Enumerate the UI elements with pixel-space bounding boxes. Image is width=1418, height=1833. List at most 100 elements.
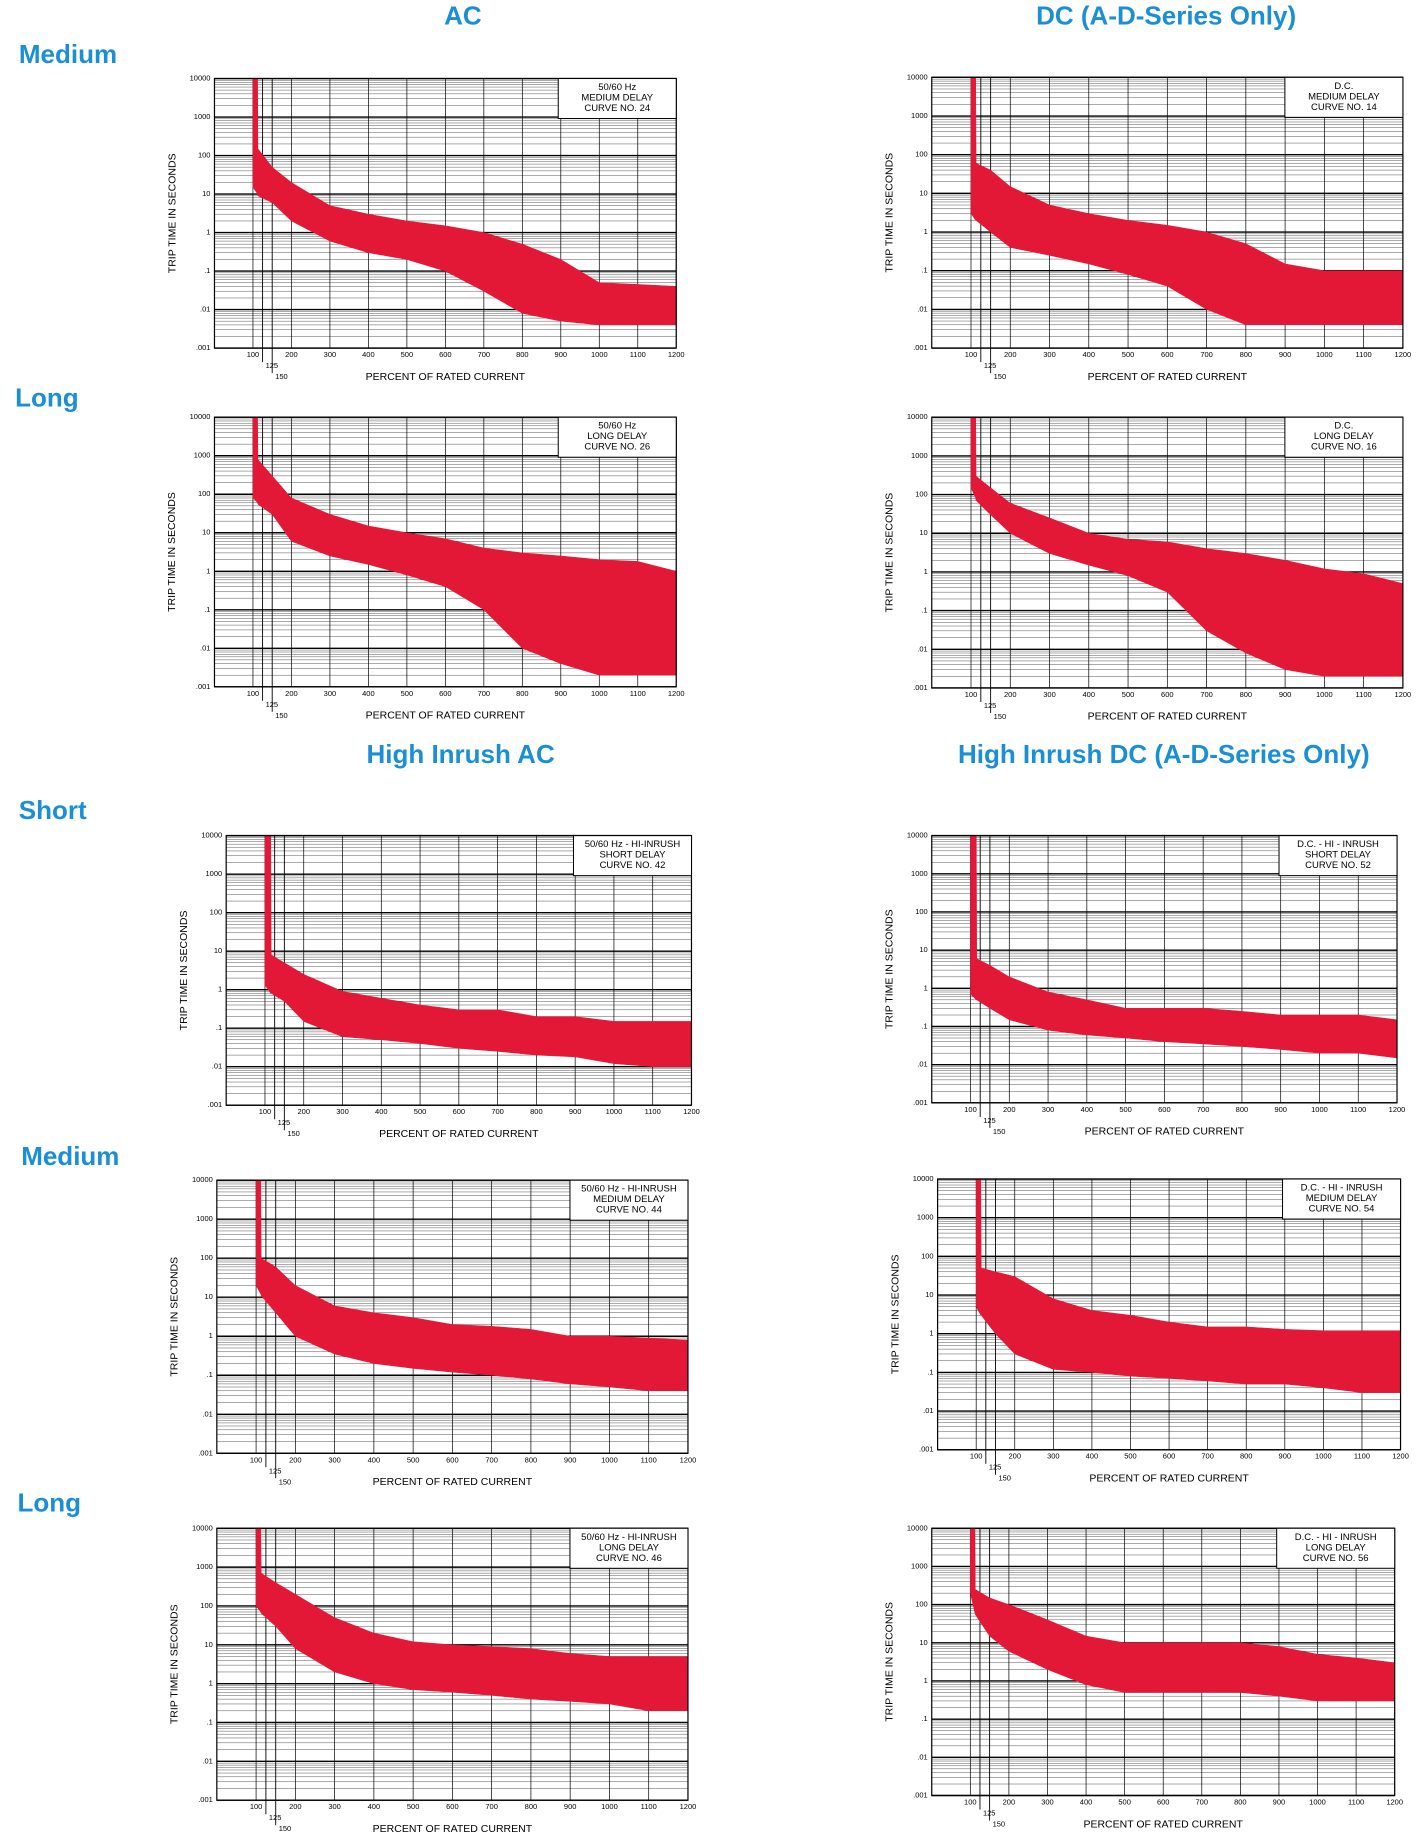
- y-tick-label: .01: [202, 1756, 212, 1765]
- trip-curve-chart: 100001000100101.1.01.0011001251502003004…: [178, 831, 700, 1140]
- x-tick-label: 600: [1161, 690, 1174, 699]
- y-tick-label: 10: [919, 188, 927, 197]
- x-axis-label: PERCENT OF RATED CURRENT: [1085, 1126, 1245, 1138]
- x-tick-label: 1200: [1395, 690, 1412, 699]
- y-tick-label: 1: [924, 1676, 928, 1685]
- x-tick-label: 150: [275, 711, 288, 720]
- x-tick-label: 300: [336, 1107, 349, 1116]
- y-tick-label: .001: [919, 1445, 934, 1454]
- x-tick-label: 200: [1003, 1105, 1016, 1114]
- row-label: Short: [19, 795, 87, 825]
- x-tick-label: 200: [289, 1455, 302, 1464]
- annotation-text: CURVE NO. 24: [584, 103, 650, 114]
- plot-frame: [213, 416, 677, 688]
- annotation-box: [569, 1179, 689, 1221]
- x-axis-label: PERCENT OF RATED CURRENT: [1088, 711, 1248, 723]
- x-tick-label: 700: [1200, 690, 1213, 699]
- y-tick-label: 10: [919, 1638, 927, 1647]
- annotation-text: 50/60 Hz - HI-INRUSH: [585, 839, 681, 850]
- y-tick-label: 100: [198, 151, 211, 160]
- x-axis-label: PERCENT OF RATED CURRENT: [379, 1128, 539, 1140]
- y-tick-label: 10: [925, 1290, 933, 1299]
- x-tick-label: 800: [1234, 1797, 1247, 1806]
- plot-frame: [213, 77, 677, 349]
- y-tick-label: .1: [207, 1370, 213, 1379]
- x-tick-label: 1200: [668, 350, 685, 359]
- annotation-text: LONG DELAY: [1314, 431, 1375, 442]
- x-tick-label: 500: [1124, 1452, 1137, 1461]
- y-tick-label: 1000: [194, 112, 211, 121]
- section-title: AC: [444, 0, 482, 30]
- x-tick-label: 400: [1081, 1105, 1094, 1114]
- x-tick-label: 400: [362, 350, 375, 359]
- y-tick-label: 1: [209, 1679, 213, 1688]
- x-tick-label: 700: [485, 1455, 498, 1464]
- x-tick-label: 300: [328, 1455, 341, 1464]
- y-tick-label: .1: [921, 1714, 927, 1723]
- x-tick-label: 500: [407, 1802, 420, 1811]
- y-tick-label: 100: [200, 1601, 213, 1610]
- y-tick-label: .1: [204, 266, 210, 275]
- annotation-box: [557, 416, 677, 458]
- x-tick-label: 125: [269, 1466, 282, 1475]
- annotation-box: [1284, 416, 1404, 458]
- row-label: Long: [17, 1488, 81, 1518]
- annotation-text: CURVE NO. 42: [600, 860, 666, 871]
- x-tick-label: 100: [259, 1107, 272, 1116]
- x-tick-label: 800: [516, 350, 529, 359]
- annotation-text: CURVE NO. 44: [596, 1205, 662, 1216]
- x-tick-label: 800: [1240, 1452, 1253, 1461]
- y-tick-label: .1: [921, 1021, 927, 1030]
- x-tick-label: 150: [279, 1824, 292, 1833]
- x-tick-label: 1000: [601, 1802, 618, 1811]
- x-tick-label: 1200: [1389, 1105, 1406, 1114]
- y-tick-label: 100: [210, 908, 223, 917]
- x-tick-label: 900: [555, 689, 568, 698]
- y-axis-label: TRIP TIME IN SECONDS: [166, 492, 178, 612]
- y-tick-label: 10000: [190, 74, 211, 83]
- annotation-text: D.C.: [1334, 421, 1353, 432]
- x-tick-label: 900: [1279, 690, 1292, 699]
- x-tick-label: 1200: [680, 1802, 697, 1811]
- y-tick-label: .01: [923, 1406, 933, 1415]
- x-tick-label: 125: [269, 1813, 282, 1822]
- trip-curve-chart: 100001000100101.1.01.0011001251502003004…: [884, 831, 1406, 1138]
- x-tick-label: 1200: [668, 689, 685, 698]
- x-tick-label: 300: [1041, 1797, 1054, 1806]
- x-tick-label: 100: [965, 690, 978, 699]
- x-tick-label: 1000: [1316, 690, 1333, 699]
- x-tick-label: 800: [1240, 690, 1253, 699]
- x-tick-label: 1100: [645, 1107, 661, 1116]
- y-tick-label: 1: [929, 1329, 933, 1338]
- y-tick-label: .01: [917, 1752, 927, 1761]
- y-tick-label: 1: [206, 228, 210, 237]
- x-tick-label: 150: [279, 1477, 292, 1486]
- y-axis-label: TRIP TIME IN SECONDS: [166, 153, 178, 273]
- x-tick-label: 500: [401, 689, 414, 698]
- plot-frame: [216, 1527, 689, 1801]
- y-tick-label: .001: [196, 682, 211, 691]
- y-tick-label: 10: [919, 945, 927, 954]
- plot-frame: [931, 1527, 1396, 1797]
- x-tick-label: 300: [1047, 1452, 1060, 1461]
- y-tick-label: .001: [208, 1100, 223, 1109]
- y-tick-label: 10000: [192, 1523, 213, 1532]
- x-tick-label: 300: [324, 350, 337, 359]
- y-tick-label: 1: [206, 566, 210, 575]
- x-tick-label: 300: [1043, 690, 1056, 699]
- annotation-text: D.C. - HI - INRUSH: [1301, 1183, 1383, 1194]
- y-tick-label: 1000: [917, 1213, 934, 1222]
- y-tick-label: .001: [913, 1098, 928, 1107]
- x-tick-label: 100: [965, 350, 978, 359]
- y-tick-label: 1: [209, 1331, 213, 1340]
- x-tick-label: 500: [407, 1455, 420, 1464]
- y-tick-label: 1000: [194, 451, 211, 460]
- trip-curve-chart: 100001000100101.1.01.0011001251502003004…: [166, 412, 684, 721]
- y-tick-label: .1: [921, 266, 927, 275]
- y-tick-label: 10: [214, 946, 222, 955]
- x-tick-label: 150: [993, 1127, 1006, 1136]
- x-tick-label: 1000: [591, 689, 608, 698]
- x-tick-label: 300: [1043, 350, 1056, 359]
